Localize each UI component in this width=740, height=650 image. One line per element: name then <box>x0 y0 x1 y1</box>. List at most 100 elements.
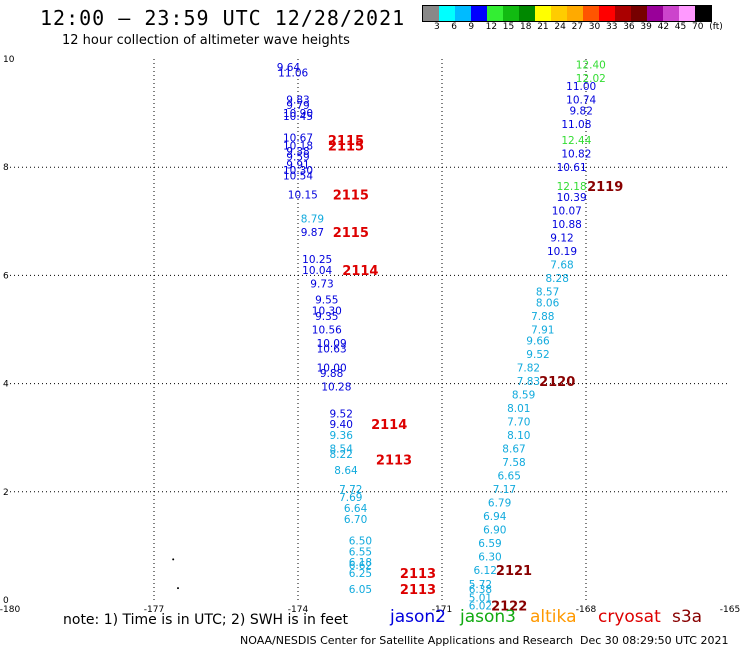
x-tick-label: -174 <box>288 605 309 615</box>
wave-height-label: 9.40 <box>330 419 353 431</box>
wave-height-label: 9.83 <box>286 95 309 107</box>
colorbar-swatch <box>567 6 583 21</box>
colorbar-label: 33 <box>606 22 618 32</box>
wave-height-label: 9.36 <box>330 430 354 442</box>
wave-height-label: 5.72 <box>469 579 492 591</box>
wave-height-label: 9.79 <box>286 100 309 112</box>
wave-height-label: 9.82 <box>570 105 593 117</box>
wave-height-label: 8.64 <box>334 465 358 477</box>
colorbar-label: 21 <box>537 22 549 32</box>
wave-height-label: 6.50 <box>349 535 372 547</box>
pass-time-label: 2120 <box>539 375 575 390</box>
chart-subtitle: 12 hour collection of altimeter wave hei… <box>62 33 350 48</box>
pass-time-label: 2113 <box>400 567 436 582</box>
colorbar-label: 15 <box>502 22 515 32</box>
colorbar-label: 39 <box>640 22 652 32</box>
colorbar-swatch <box>583 6 599 21</box>
wave-height-label: 10.39 <box>557 192 587 204</box>
mission-legend-item: cryosat <box>598 607 661 627</box>
colorbar-label: 12 <box>485 22 498 32</box>
wave-height-label: 7.88 <box>531 311 554 323</box>
wave-height-label: 9.38 <box>286 146 309 158</box>
wave-height-label: 8.57 <box>536 287 559 299</box>
wave-height-label: 8.59 <box>512 389 535 401</box>
wave-height-label: 8.22 <box>330 449 353 461</box>
wave-height-label: 6.02 <box>469 600 492 612</box>
wave-height-label: 8.54 <box>330 444 354 456</box>
mission-legend-item: jason3 <box>460 607 516 627</box>
wave-height-label: 6.65 <box>498 471 521 483</box>
wave-height-label: 8.01 <box>507 403 530 415</box>
wave-height-label: 10.30 <box>312 306 342 318</box>
y-tick-label: 8 <box>3 163 9 173</box>
wave-height-label: 9.88 <box>320 368 343 380</box>
wave-height-label: 10.19 <box>547 246 577 258</box>
colorbar-swatch <box>471 6 487 21</box>
wave-height-label: 8.28 <box>546 273 569 285</box>
wave-height-label: 6.38 <box>469 584 492 596</box>
colorbar-label: 42 <box>657 22 670 32</box>
colorbar-swatch <box>695 6 711 21</box>
colorbar-label: 24 <box>554 22 566 32</box>
pass-time-label: 2121 <box>496 564 532 579</box>
wave-height-label: 9.87 <box>301 227 324 239</box>
wave-height-label: 10.61 <box>557 162 587 174</box>
wave-height-label: 10.82 <box>561 149 591 161</box>
colorbar-label: 30 <box>588 22 601 32</box>
colorbar-label: 27 <box>571 22 584 32</box>
wave-height-label: 10.30 <box>283 165 313 177</box>
x-tick-label: -180 <box>0 605 20 615</box>
wave-height-label: 5.01 <box>469 592 492 604</box>
wave-height-label: 9.52 <box>330 408 353 420</box>
y-tick-label: 0 <box>3 596 9 606</box>
wave-height-label: 6.25 <box>349 568 372 580</box>
wave-height-label: 6.55 <box>349 546 372 558</box>
wave-height-label: 10.45 <box>283 111 313 123</box>
x-tick-label: -165 <box>720 605 740 615</box>
wave-height-label: 10.25 <box>302 254 332 266</box>
pass-time-label: 2115 <box>333 226 369 241</box>
wave-height-label: 10.67 <box>283 132 313 144</box>
colorbar-swatch <box>455 6 471 21</box>
wave-height-label: 10.90 <box>283 108 313 120</box>
wave-height-label: 7.69 <box>339 492 362 504</box>
y-tick-label: 10 <box>3 55 15 65</box>
wave-height-label: 10.09 <box>317 338 347 350</box>
wave-height-label: 12.40 <box>576 59 606 71</box>
wave-height-label: 11.06 <box>278 68 308 80</box>
colorbar-label: 45 <box>674 22 687 32</box>
wave-height-label: 6.70 <box>344 514 367 526</box>
wave-height-label: 10.56 <box>312 325 342 337</box>
colorbar-swatch <box>679 6 695 21</box>
wave-height-label: 6.90 <box>483 525 506 537</box>
colorbar-label: 70 <box>692 22 704 32</box>
colorbar-labels: 3 6 9 12 15 18 21 24 27 30 33 36 39 42 45 70 (ft) <box>422 22 732 34</box>
wave-height-label: 7.91 <box>531 325 554 337</box>
colorbar <box>422 5 712 22</box>
wave-height-label: 9.73 <box>310 279 333 291</box>
colorbar-swatch <box>663 6 679 21</box>
pass-time-label: 2115 <box>328 134 364 149</box>
footnote: note: 1) Time is in UTC; 2) SWH is in fe… <box>63 612 349 628</box>
wave-height-label: 12.44 <box>561 135 591 147</box>
wave-height-label: 7.70 <box>507 416 530 428</box>
y-tick-label: 6 <box>3 271 9 281</box>
colorbar-label: 6 <box>451 22 457 32</box>
wave-height-label: 7.82 <box>517 362 540 374</box>
wave-height-label: 8.79 <box>301 214 324 226</box>
colorbar-swatch <box>519 6 535 21</box>
pass-time-label: 2122 <box>491 599 527 614</box>
wave-height-label: 6.12 <box>474 565 497 577</box>
wave-height-label: 10.63 <box>317 343 347 355</box>
colorbar-label: 9 <box>468 22 475 32</box>
wave-height-label: 7.83 <box>517 376 540 388</box>
wave-height-label: 6.18 <box>349 557 372 569</box>
colorbar-swatch <box>487 6 503 21</box>
colorbar-label: 36 <box>623 22 635 32</box>
colorbar-swatch <box>423 6 439 21</box>
wave-height-label: 10.28 <box>321 381 351 393</box>
wave-height-label: 10.54 <box>283 170 313 182</box>
colorbar-swatch <box>503 6 519 21</box>
wave-height-label: 6.64 <box>344 503 368 515</box>
wave-height-label: 9.66 <box>526 335 550 347</box>
